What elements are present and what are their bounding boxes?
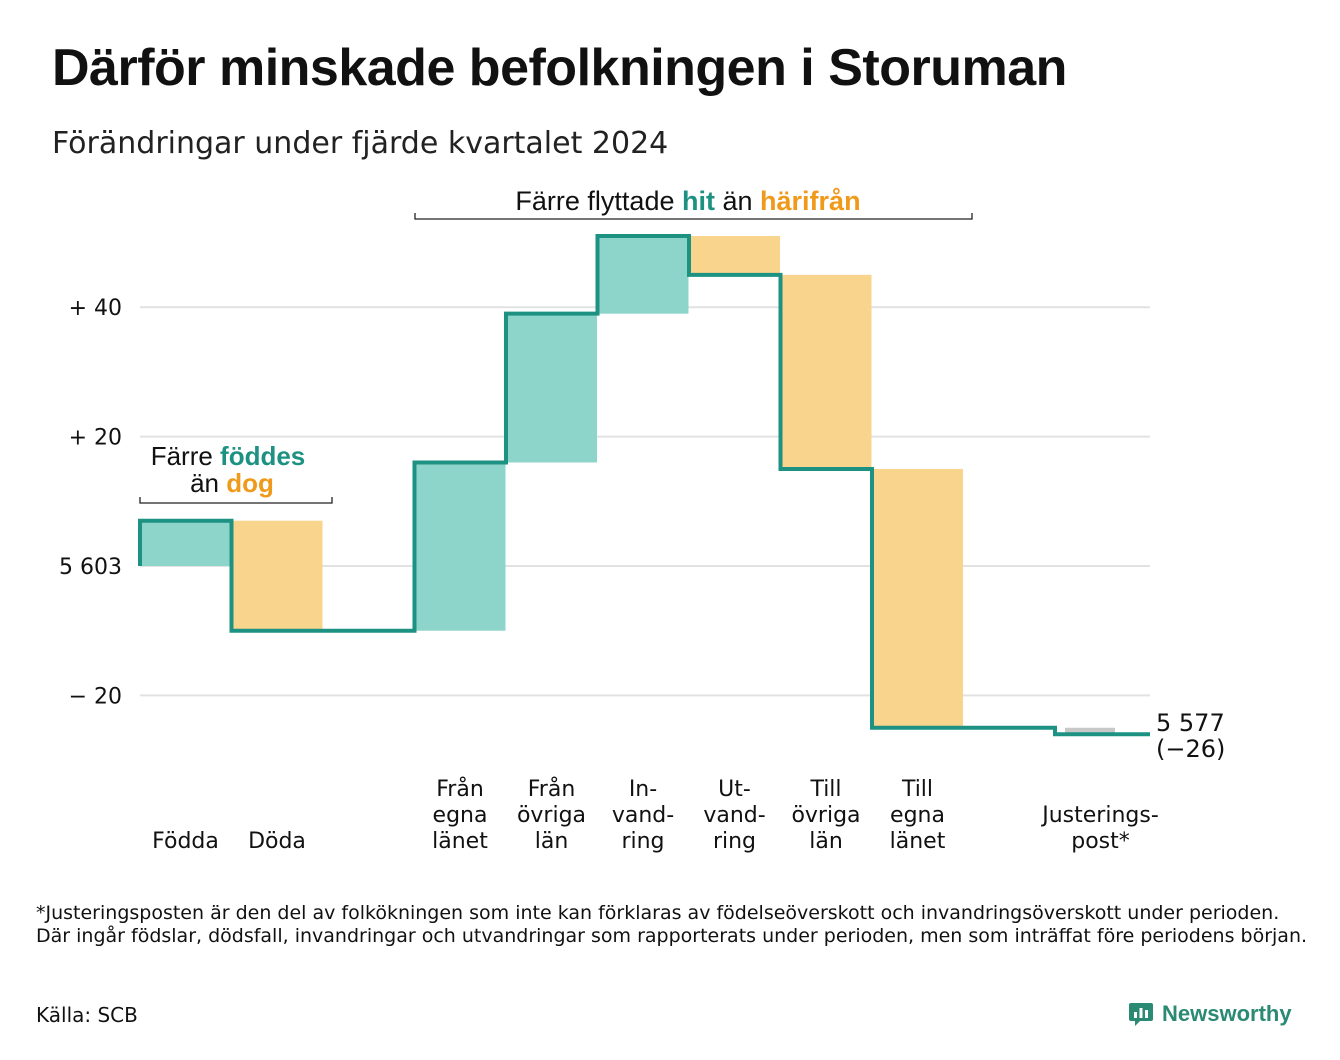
y-tick-label: − 20 (69, 684, 122, 709)
source-label: Källa: SCB (36, 1003, 138, 1027)
annotation-births-line1: Färre föddes (151, 441, 306, 471)
category-label: Födda (152, 829, 219, 854)
category-label: län (535, 829, 569, 854)
category-label: Ut- (718, 777, 751, 802)
footnote: *Justeringsposten är den del av folkökni… (36, 902, 1308, 947)
brand-name: Newsworthy (1162, 1001, 1292, 1026)
waterfall-bar (689, 236, 780, 275)
category-label: Döda (248, 829, 306, 854)
waterfall-bar (780, 274, 872, 469)
waterfall-bar (414, 462, 506, 631)
category-label: vand- (703, 803, 765, 828)
category-label: Från (436, 776, 484, 802)
annotation-migration-bracket (414, 213, 973, 220)
cumulative-step-line (138, 234, 1150, 737)
annotation-births-bracket (139, 497, 333, 504)
waterfall-bar (140, 520, 231, 566)
category-label: länet (432, 829, 488, 854)
category-label: egna (433, 803, 488, 828)
y-tick-label: + 20 (69, 426, 122, 451)
waterfall-bar (1065, 727, 1115, 735)
category-label: ring (713, 829, 756, 854)
y-tick-label: 5 603 (59, 555, 122, 580)
waterfall-bar (597, 236, 689, 314)
category-label: Till (809, 777, 841, 802)
chart-title: Därför minskade befolkningen i Storuman (52, 39, 1067, 97)
waterfall-bar (231, 520, 323, 631)
chart-subtitle: Förändringar under fjärde kvartalet 2024 (52, 126, 669, 161)
category-label: In- (629, 777, 657, 802)
annotation-births-line2: än dog (190, 468, 274, 498)
end-change-label: (−26) (1156, 735, 1225, 763)
category-label: Till (901, 777, 933, 802)
category-label: övriga (791, 803, 860, 828)
category-label: län (809, 829, 843, 854)
waterfall-bar (872, 468, 963, 728)
category-label: länet (890, 829, 946, 854)
category-label: Från (528, 776, 576, 802)
category-label: övriga (517, 803, 586, 828)
category-label: ring (621, 829, 664, 854)
y-tick-label: + 40 (69, 296, 122, 321)
category-label: egna (890, 803, 945, 828)
category-label: vand- (612, 803, 674, 828)
bar-chart-icon (1129, 1003, 1153, 1026)
waterfall-bar (506, 313, 597, 463)
annotation-migration: Färre flyttade hit än härifrån (515, 186, 860, 216)
category-label: post* (1071, 829, 1130, 854)
brand-logo: Newsworthy (1128, 997, 1292, 1031)
end-value-label: 5 577 (1156, 709, 1225, 737)
category-label: Justerings- (1040, 803, 1159, 828)
